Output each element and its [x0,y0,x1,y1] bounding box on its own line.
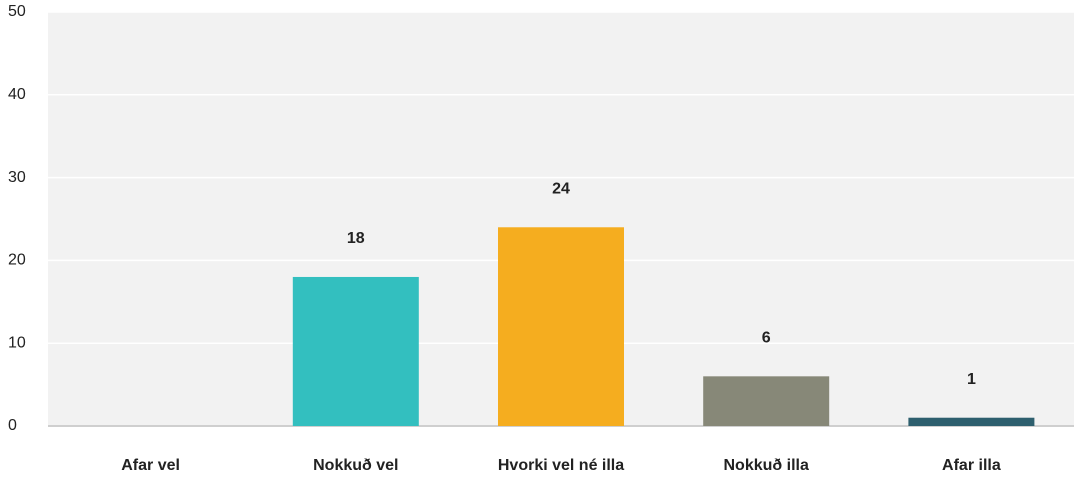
y-tick-label: 50 [8,3,26,20]
bar [703,376,830,426]
y-tick-label: 30 [8,169,26,186]
bar [498,227,624,426]
x-tick-label: Afar vel [121,457,180,474]
value-label: 6 [762,330,771,347]
bar [908,417,1035,426]
bar [292,276,419,426]
y-tick-label: 20 [8,252,26,269]
value-label: 24 [552,180,570,197]
x-tick-label: Nokkuð illa [723,457,809,474]
y-tick-label: 40 [8,86,26,103]
value-label: 18 [347,230,365,247]
x-tick-label: Nokkuð vel [313,457,399,474]
x-tick-label: Afar illa [942,457,1001,474]
y-tick-label: 0 [8,417,17,434]
y-tick-label: 10 [8,334,26,351]
value-label: 1 [967,371,976,388]
x-tick-label: Hvorki vel né illa [497,457,625,474]
